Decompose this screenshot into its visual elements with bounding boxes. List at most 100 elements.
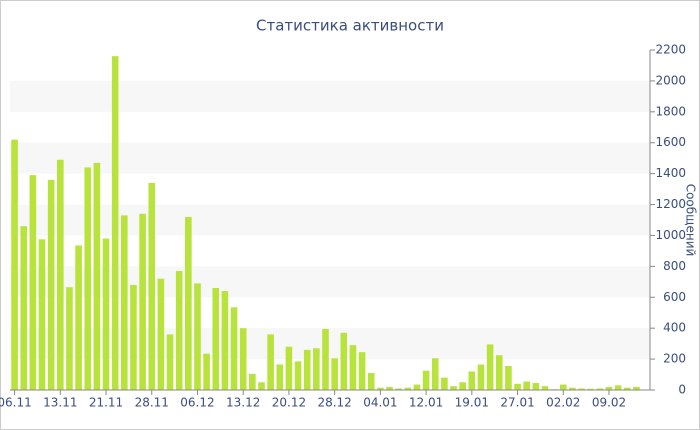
x-tick-label: 12.01 (409, 396, 443, 410)
bar (523, 381, 530, 390)
y-tick-label: 600 (663, 290, 686, 304)
bar (358, 352, 366, 390)
x-tick-label: 19.01 (455, 396, 489, 410)
x-tick-label: 13.11 (43, 396, 77, 410)
chart-title: Статистика активности (256, 17, 444, 35)
bar (84, 167, 92, 390)
bar (404, 387, 412, 390)
y-tick-label: 2200 (655, 43, 686, 57)
bar (313, 348, 320, 390)
bar (166, 334, 174, 390)
bar (587, 388, 594, 390)
x-tick-label: 27.01 (500, 396, 534, 410)
bar (395, 388, 402, 390)
bar (221, 291, 229, 390)
y-tick-label: 0 (678, 383, 686, 397)
bar (340, 332, 348, 390)
bar (367, 373, 375, 390)
x-tick-label: 09.02 (592, 396, 626, 410)
bar (111, 56, 119, 390)
bar (377, 387, 384, 390)
x-tick-label: 13.12 (226, 396, 260, 410)
x-tick-label: 06.11 (0, 396, 32, 410)
bar (139, 213, 146, 390)
bar (614, 385, 622, 390)
bar (267, 334, 274, 390)
bar (431, 358, 439, 390)
bar (157, 278, 165, 390)
y-tick-label: 400 (663, 321, 686, 335)
bar (47, 179, 55, 390)
bar (57, 159, 64, 390)
bar (185, 216, 192, 390)
bar (486, 344, 494, 390)
bar (75, 245, 82, 390)
bar (623, 387, 631, 390)
grid-band (10, 80, 650, 112)
bar (121, 215, 128, 390)
bar (249, 373, 256, 390)
bar (203, 353, 210, 390)
y-tick-label: 1400 (655, 166, 686, 180)
y-tick-label: 1600 (655, 135, 686, 149)
y-tick-label: 2000 (655, 73, 686, 87)
bar (514, 383, 521, 390)
bar (495, 355, 503, 390)
grid-band (10, 204, 650, 236)
bar (303, 349, 311, 390)
bar (569, 387, 576, 390)
bar (468, 371, 476, 390)
bar (331, 358, 338, 390)
bar (230, 307, 238, 390)
bar (578, 388, 585, 390)
bar (459, 382, 466, 390)
bar (29, 175, 37, 390)
x-tick-label: 21.11 (89, 396, 123, 410)
y-tick-label: 200 (663, 352, 686, 366)
bar (130, 284, 137, 390)
bar (93, 162, 101, 390)
bar (294, 361, 302, 390)
bar (413, 384, 421, 390)
bar (322, 328, 329, 390)
bar (20, 226, 28, 390)
bar (258, 382, 265, 390)
y-axis-label: Сообщений (684, 184, 698, 257)
bar (559, 384, 567, 390)
bar (441, 377, 448, 390)
grid-band (10, 142, 650, 174)
bar (541, 386, 549, 390)
bar (102, 238, 110, 390)
bar (422, 370, 430, 390)
bar (477, 364, 485, 390)
bar (66, 287, 73, 390)
bar (11, 139, 18, 390)
bar (239, 328, 247, 390)
y-tick-label: 1000 (655, 228, 686, 242)
bar (450, 386, 457, 390)
bar (194, 283, 201, 390)
bar (175, 271, 183, 390)
bar (148, 182, 156, 390)
bar (212, 288, 220, 390)
bar (38, 239, 46, 390)
bar (386, 386, 393, 390)
x-tick-label: 02.02 (546, 396, 580, 410)
x-tick-label: 04.01 (363, 396, 397, 410)
y-tick-label: 800 (663, 259, 686, 273)
y-tick-label: 1200 (655, 197, 686, 211)
x-tick-label: 20.12 (272, 396, 306, 410)
bar (505, 366, 512, 390)
bar (532, 383, 540, 390)
bar (605, 386, 613, 390)
bar (633, 386, 640, 390)
y-tick-label: 1800 (655, 104, 686, 118)
x-tick-label: 28.12 (317, 396, 351, 410)
x-tick-label: 28.11 (135, 396, 169, 410)
bar (596, 388, 604, 390)
bar (276, 364, 284, 390)
x-tick-label: 06.12 (180, 396, 214, 410)
bar (349, 345, 357, 390)
bar (285, 346, 293, 390)
